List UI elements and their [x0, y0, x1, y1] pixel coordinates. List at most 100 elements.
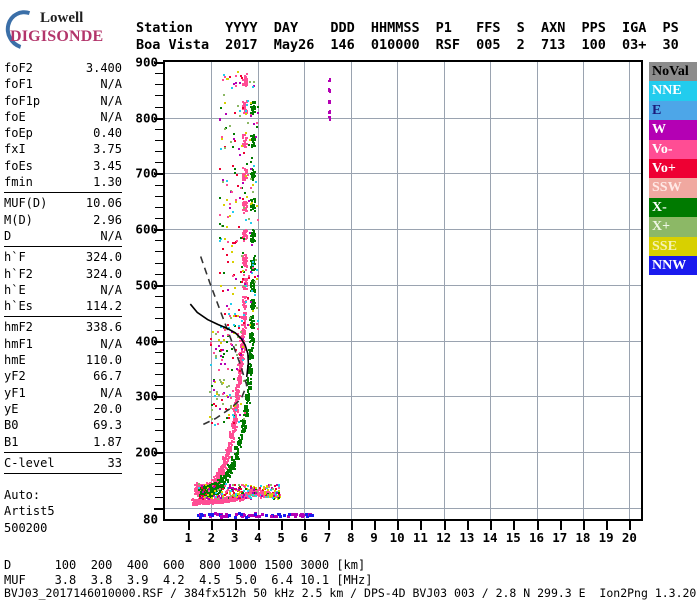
echo-point — [216, 499, 219, 502]
y-tick-820 — [155, 106, 163, 108]
echo-point — [245, 402, 248, 404]
echo-point — [236, 389, 239, 392]
echo-point — [222, 74, 225, 77]
echo-point — [245, 253, 248, 256]
echo-point — [209, 487, 212, 490]
echo-point — [255, 121, 258, 124]
echo-point — [239, 236, 242, 239]
header-label-6: FFS — [476, 20, 501, 36]
echo-point — [250, 259, 253, 262]
echo-point — [240, 371, 243, 374]
echo-point — [228, 214, 231, 217]
echo-point — [206, 490, 209, 493]
x-label-13: 13 — [459, 530, 475, 545]
echo-point — [239, 362, 242, 365]
echo-point — [232, 418, 235, 421]
echo-point — [266, 485, 269, 488]
echo-point — [244, 141, 247, 144]
echo-point — [243, 407, 246, 410]
legend-item-vo[interactable]: Vo- — [649, 139, 697, 159]
echo-point — [208, 501, 211, 504]
y-tick-480 — [155, 296, 163, 298]
echo-point — [233, 405, 236, 408]
param-value: N/A — [100, 228, 122, 243]
echo-point — [253, 256, 256, 259]
x-label-4: 4 — [254, 530, 262, 545]
legend-item-x[interactable]: X+ — [649, 217, 697, 237]
echo-point — [226, 289, 229, 292]
echo-point — [206, 495, 209, 498]
echo-point — [234, 424, 237, 427]
legend-item-ssw[interactable]: SSW — [649, 178, 697, 198]
echo-point — [240, 372, 243, 375]
y-tick-780 — [155, 128, 163, 130]
x-label-14: 14 — [482, 530, 498, 545]
echo-point — [250, 353, 253, 356]
echo-point — [232, 484, 235, 487]
echo-point — [242, 484, 245, 487]
echo-point — [223, 461, 226, 464]
legend-item-noval[interactable]: NoVal — [649, 62, 697, 82]
echo-point — [231, 424, 234, 427]
echo-point — [252, 309, 255, 312]
echo-point — [242, 335, 245, 338]
echo-point — [250, 350, 253, 353]
echo-point — [223, 484, 226, 487]
gridline-x-4 — [257, 62, 259, 519]
echo-point — [216, 391, 219, 394]
echo-point — [255, 181, 258, 184]
echo-point — [248, 356, 251, 359]
echo-point — [229, 496, 232, 499]
echo-point — [218, 471, 221, 474]
echo-point — [229, 494, 232, 497]
echo-point — [251, 326, 254, 329]
echo-point — [229, 207, 232, 210]
echo-point — [247, 143, 250, 146]
y-tick-540 — [155, 262, 163, 264]
echo-point — [245, 393, 248, 396]
echo-point — [232, 410, 235, 413]
echo-point — [250, 173, 253, 176]
echo-point — [248, 371, 251, 374]
legend-item-nnw[interactable]: NNW — [649, 255, 697, 276]
echo-point — [241, 422, 244, 425]
param-key: foE — [4, 109, 26, 124]
echo-point — [242, 101, 245, 104]
legend-item-w[interactable]: W — [649, 120, 697, 140]
echo-point — [243, 300, 246, 303]
echo-point — [233, 273, 236, 276]
echo-point — [239, 352, 242, 355]
legend-item-x[interactable]: X- — [649, 197, 697, 218]
direction-color-legend[interactable]: NoVal NNE E W Vo- Vo+ SSW X- X+ SSE NNW — [649, 62, 697, 276]
legend-item-sse[interactable]: SSE — [649, 236, 697, 256]
echo-point — [243, 413, 246, 416]
legend-item-vo[interactable]: Vo+ — [649, 158, 697, 179]
legend-item-nne[interactable]: NNE — [649, 81, 697, 101]
legend-item-e[interactable]: E — [649, 100, 697, 121]
echo-point — [225, 489, 228, 492]
echo-point — [249, 358, 252, 360]
echo-point — [246, 100, 249, 103]
ionogram-plot-area[interactable] — [163, 60, 643, 521]
echo-point — [240, 335, 243, 338]
echo-point — [226, 496, 229, 499]
echo-point — [235, 407, 238, 410]
echo-point — [242, 237, 245, 240]
echo-point — [241, 84, 244, 87]
echo-point — [226, 464, 229, 467]
echo-point — [253, 304, 256, 307]
echo-point — [218, 501, 221, 504]
echo-point — [235, 425, 238, 428]
echo-point — [250, 138, 253, 141]
echo-point — [244, 107, 247, 110]
echo-point — [221, 138, 224, 141]
echo-point — [249, 271, 252, 274]
echo-point — [253, 290, 256, 293]
echo-point — [328, 100, 331, 103]
echo-point — [259, 489, 262, 492]
echo-point — [221, 481, 224, 484]
echo-point — [222, 356, 225, 359]
echo-point — [233, 132, 236, 135]
echo-point — [204, 491, 207, 494]
echo-point — [250, 487, 253, 490]
